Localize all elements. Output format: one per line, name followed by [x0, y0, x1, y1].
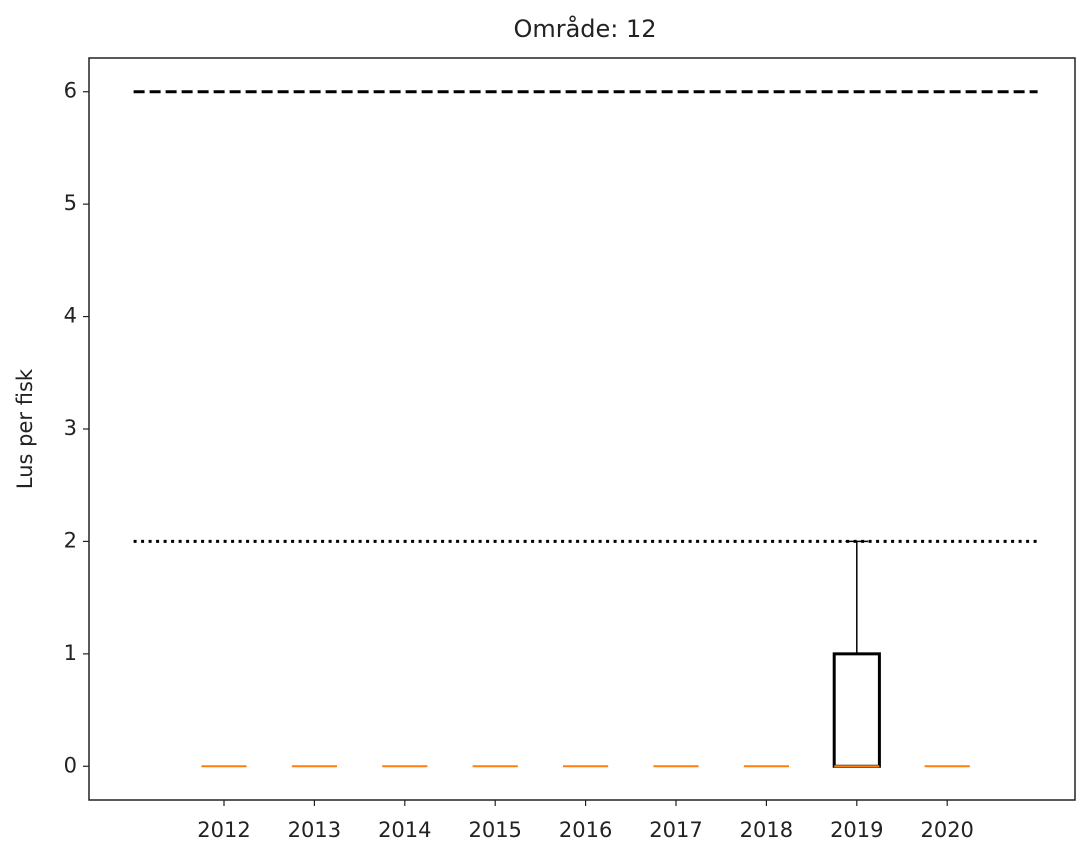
- x-tick-label: 2015: [468, 818, 521, 842]
- plot-frame: [88, 57, 1076, 801]
- y-tick-label: 5: [64, 191, 77, 215]
- y-tick-label: 2: [64, 528, 77, 552]
- x-tick-label: 2016: [559, 818, 612, 842]
- x-tick-label: 2018: [740, 818, 793, 842]
- x-tick-label: 2012: [197, 818, 250, 842]
- x-tick-label: 2014: [378, 818, 431, 842]
- x-tick-label: 2020: [920, 818, 973, 842]
- box: [832, 652, 881, 768]
- y-tick-label: 0: [64, 753, 77, 777]
- y-tick-label: 3: [64, 416, 77, 440]
- y-axis-label: Lus per fisk: [13, 368, 37, 489]
- y-tick-label: 6: [64, 79, 77, 103]
- y-tick-label: 1: [64, 641, 77, 665]
- y-tick-label: 4: [64, 304, 77, 328]
- x-tick-label: 2013: [288, 818, 341, 842]
- chart-title: Område: 12: [513, 14, 656, 43]
- x-tick-label: 2017: [649, 818, 702, 842]
- x-tick-label: 2019: [830, 818, 883, 842]
